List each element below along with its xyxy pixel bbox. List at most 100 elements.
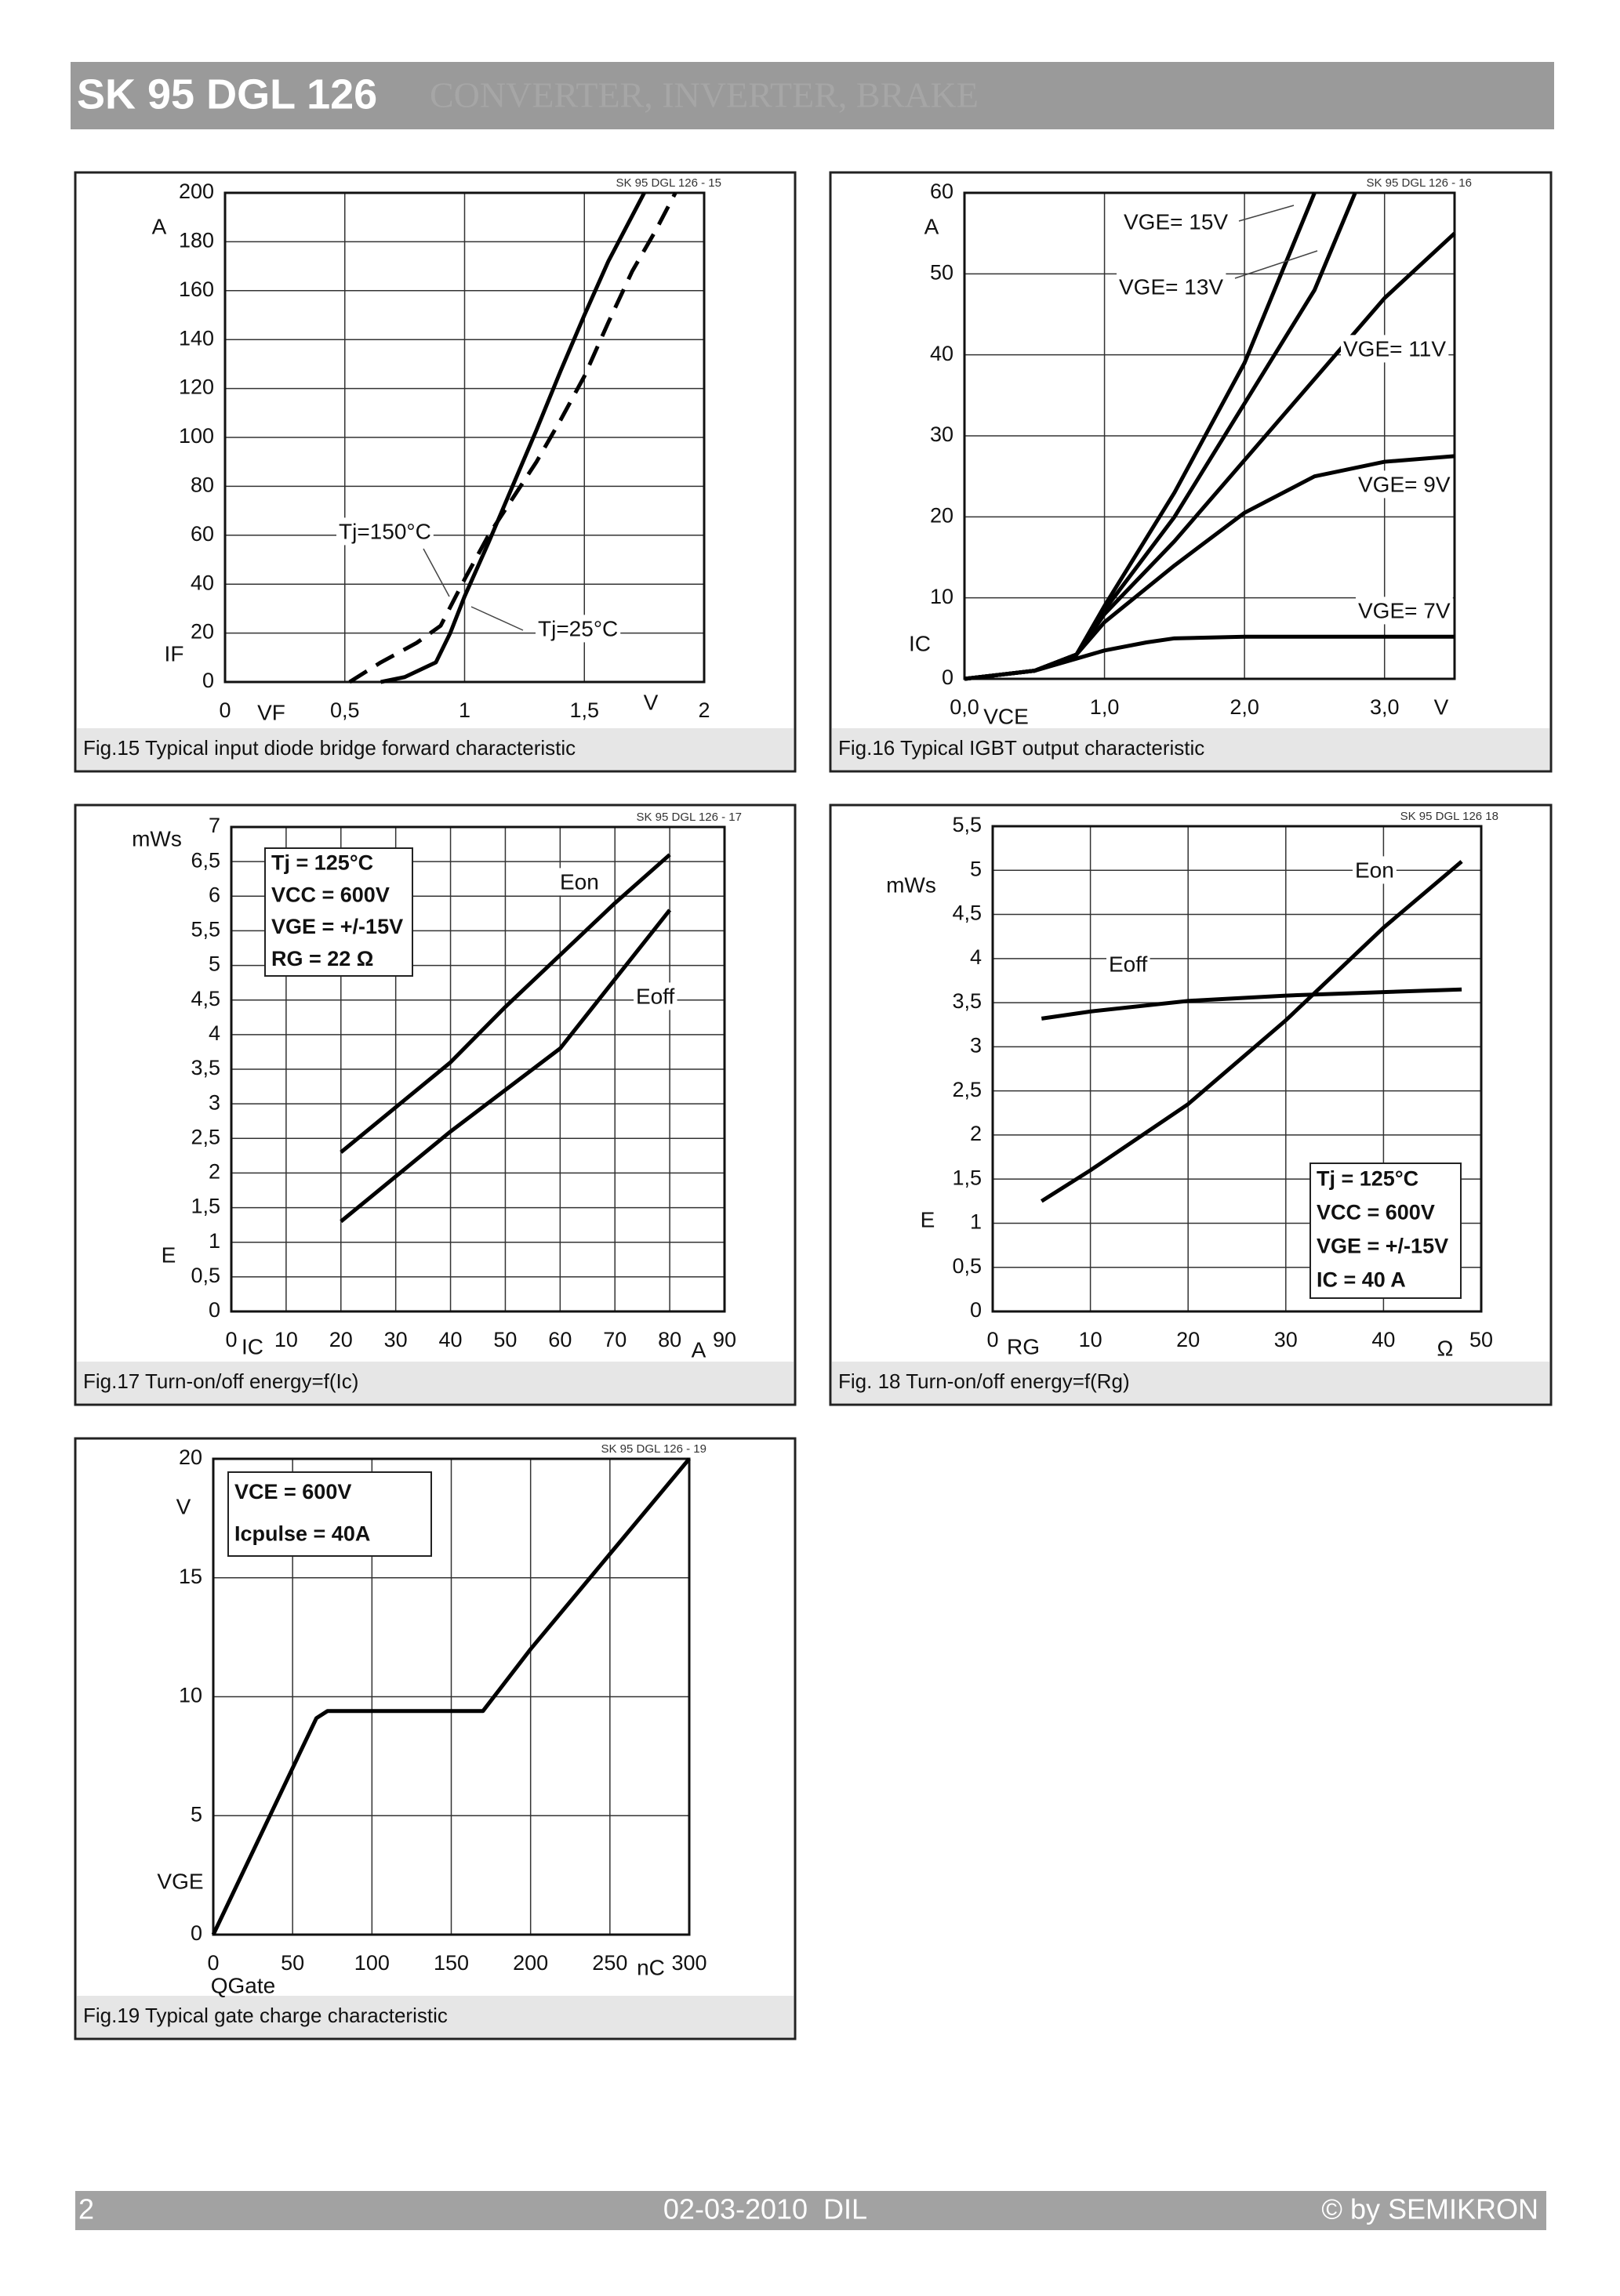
- y-tick-label: 1: [970, 1210, 982, 1234]
- y-tick-label: 2: [209, 1160, 220, 1184]
- y-tick-label: 5,5: [952, 813, 982, 836]
- info-line: Icpulse = 40A: [234, 1522, 370, 1545]
- plot-frame: [230, 825, 726, 1313]
- x-tick-label: 10: [1079, 1328, 1102, 1351]
- series-label-bg: [1341, 335, 1449, 363]
- x-tick-label: 30: [1274, 1328, 1298, 1351]
- x-tick-label: 50: [1469, 1328, 1493, 1351]
- series-label: Eon: [560, 869, 599, 894]
- y-tick-label: 4: [209, 1021, 220, 1045]
- x-tick-label: 150: [434, 1951, 469, 1975]
- series-label: Tj=150°C: [339, 519, 431, 543]
- x-tick-label: 50: [493, 1328, 517, 1351]
- axis-ylabel: E: [162, 1242, 176, 1267]
- series-label: Eoff: [1109, 952, 1148, 976]
- y-tick-label: 0,5: [191, 1264, 220, 1287]
- x-tick-label: 10: [274, 1328, 298, 1351]
- series-label: VGE= 15V: [1124, 209, 1228, 234]
- y-tick-label: 6,5: [191, 848, 220, 872]
- series-label-bg: [1353, 856, 1397, 884]
- y-tick-label: 5,5: [191, 918, 220, 941]
- data-line: [348, 191, 677, 684]
- axis-xlabel: VF: [257, 700, 285, 724]
- series-label-bg: [536, 615, 621, 643]
- axis-xunit: Ω: [1437, 1336, 1454, 1360]
- axis-xunit: nC: [637, 1955, 665, 1979]
- y-tick-label: 5: [191, 1802, 202, 1826]
- panel: [74, 803, 797, 1406]
- info-box: [264, 847, 413, 977]
- data-line: [211, 1457, 691, 1936]
- caption-strip: [77, 1362, 794, 1403]
- y-tick-label: 180: [179, 229, 214, 252]
- y-tick-label: 4,5: [952, 901, 982, 925]
- axis-yunit: mWs: [886, 872, 936, 897]
- axis-ylabel: IF: [165, 641, 184, 666]
- caption: Fig.16 Typical IGBT output characteristi…: [838, 736, 1204, 760]
- header-title: SK 95 DGL 126: [77, 71, 377, 118]
- chart-code: SK 95 DGL 126 - 16: [1366, 176, 1472, 190]
- series-label-bg: [336, 517, 434, 546]
- chart-code: SK 95 DGL 126 - 17: [636, 811, 742, 824]
- caption: Fig.19 Typical gate charge characteristi…: [83, 2004, 448, 2027]
- series-label: VGE= 7V: [1358, 598, 1451, 622]
- x-tick-label: 2,0: [1230, 695, 1259, 719]
- series-label-bg: [1356, 597, 1453, 625]
- axis-yunit: A: [924, 214, 939, 238]
- x-tick-label: 30: [384, 1328, 408, 1351]
- axis-xlabel: RG: [1007, 1334, 1040, 1358]
- data-line: [964, 634, 1455, 681]
- info-line: Tj = 125°C: [271, 851, 373, 875]
- x-tick-label: 200: [513, 1951, 548, 1975]
- info-line: IC = 40 A: [1317, 1268, 1406, 1292]
- axis-xunit: A: [692, 1337, 706, 1362]
- y-tick-label: 20: [930, 503, 953, 527]
- y-tick-label: 15: [179, 1565, 202, 1588]
- footer-page: 2: [78, 2193, 94, 2225]
- series-label-bg: [1106, 950, 1150, 978]
- y-tick-label: 3,5: [191, 1056, 220, 1079]
- x-tick-label: 2: [698, 698, 710, 722]
- caption-strip: [832, 1362, 1549, 1403]
- axis-yunit: V: [176, 1494, 191, 1518]
- info-line: VCC = 600V: [271, 883, 390, 906]
- series-label-bg: [634, 982, 677, 1010]
- leader-line: [423, 548, 450, 597]
- y-tick-label: 50: [930, 260, 953, 284]
- footer-date: 02-03-2010 DIL: [663, 2193, 867, 2225]
- y-tick-label: 4,5: [191, 987, 220, 1010]
- caption-strip: [832, 728, 1549, 770]
- series-label: Eon: [1355, 858, 1394, 882]
- series-label-bg: [1117, 273, 1226, 301]
- info-line: Tj = 125°C: [1317, 1167, 1418, 1191]
- info-line: VCE = 600V: [234, 1480, 351, 1503]
- panel: [74, 1437, 797, 2040]
- y-tick-label: 0: [970, 1298, 982, 1322]
- caption-strip: [77, 728, 794, 770]
- y-tick-label: 20: [191, 620, 214, 644]
- y-tick-label: 20: [179, 1445, 202, 1469]
- y-tick-label: 0: [191, 1921, 202, 1945]
- y-tick-label: 1,5: [191, 1195, 220, 1218]
- y-tick-label: 60: [930, 180, 953, 203]
- series-label: VGE= 13V: [1119, 274, 1223, 299]
- x-tick-label: 250: [592, 1951, 627, 1975]
- plot-frame: [963, 191, 1456, 680]
- info-box: [227, 1471, 432, 1557]
- y-tick-label: 0,5: [952, 1254, 982, 1278]
- x-tick-label: 0,5: [330, 698, 360, 722]
- x-tick-label: 60: [548, 1328, 572, 1351]
- info-line: VGE = +/-15V: [271, 915, 403, 938]
- axis-ylabel: VGE: [157, 1869, 203, 1893]
- x-tick-label: 0: [225, 1328, 237, 1351]
- series-label-bg: [1121, 208, 1231, 236]
- x-tick-label: 1: [459, 698, 470, 722]
- y-tick-label: 30: [930, 423, 953, 446]
- y-tick-label: 1,5: [952, 1166, 982, 1189]
- x-tick-label: 40: [439, 1328, 463, 1351]
- y-tick-label: 2,5: [952, 1078, 982, 1101]
- y-tick-label: 3: [970, 1033, 982, 1057]
- plot-frame: [212, 1457, 691, 1936]
- y-tick-label: 10: [179, 1684, 202, 1707]
